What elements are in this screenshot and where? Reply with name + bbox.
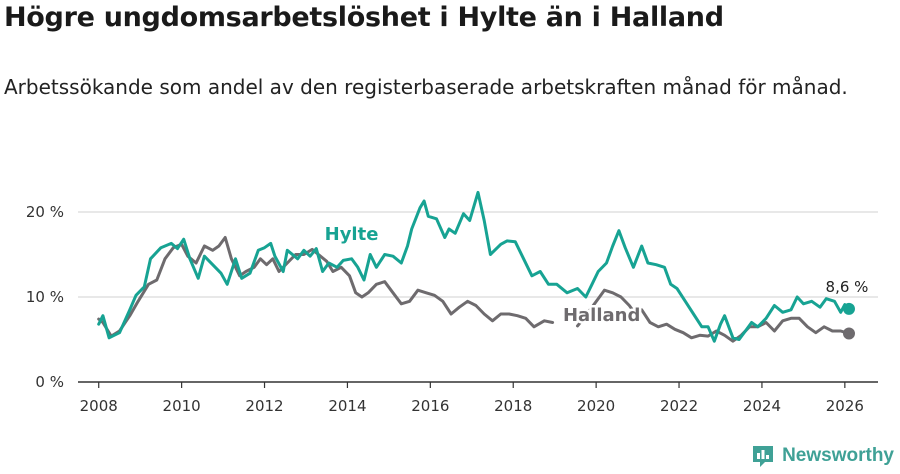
- x-tick-label: 2018: [494, 397, 532, 415]
- series-line-halland-2: [576, 288, 851, 343]
- chart-title: Högre ungdomsarbetslöshet i Hylte än i H…: [4, 2, 724, 33]
- newsworthy-logo-icon: [753, 446, 774, 467]
- x-tick-label: 2016: [411, 397, 449, 415]
- x-tick-label: 2014: [328, 397, 366, 415]
- end-marker-hylte: [842, 302, 855, 315]
- end-marker-halland: [842, 327, 855, 340]
- x-tick-label: 2008: [80, 397, 118, 415]
- x-tick-label: 2022: [660, 397, 698, 415]
- series-line-hylte: [97, 190, 851, 343]
- x-tick-label: 2012: [245, 397, 283, 415]
- y-tick-label: 20 %: [26, 203, 64, 221]
- x-tick-label: 2010: [163, 397, 201, 415]
- end-label-hylte: 8,6 %: [826, 278, 869, 296]
- y-tick-label: 0 %: [35, 373, 64, 391]
- x-tick-label: 2020: [577, 397, 615, 415]
- brand-logo: Newsworthy: [750, 443, 894, 469]
- brand-name: Newsworthy: [782, 445, 894, 466]
- series-line-halland-1: [97, 236, 555, 338]
- series-label-halland: Halland: [563, 305, 640, 326]
- series-label-hylte: Hylte: [325, 224, 379, 245]
- x-tick-label: 2026: [826, 397, 864, 415]
- chart-subtitle: Arbetssökande som andel av den registerb…: [4, 75, 848, 99]
- y-tick-label: 10 %: [26, 288, 64, 306]
- x-tick-label: 2024: [743, 397, 781, 415]
